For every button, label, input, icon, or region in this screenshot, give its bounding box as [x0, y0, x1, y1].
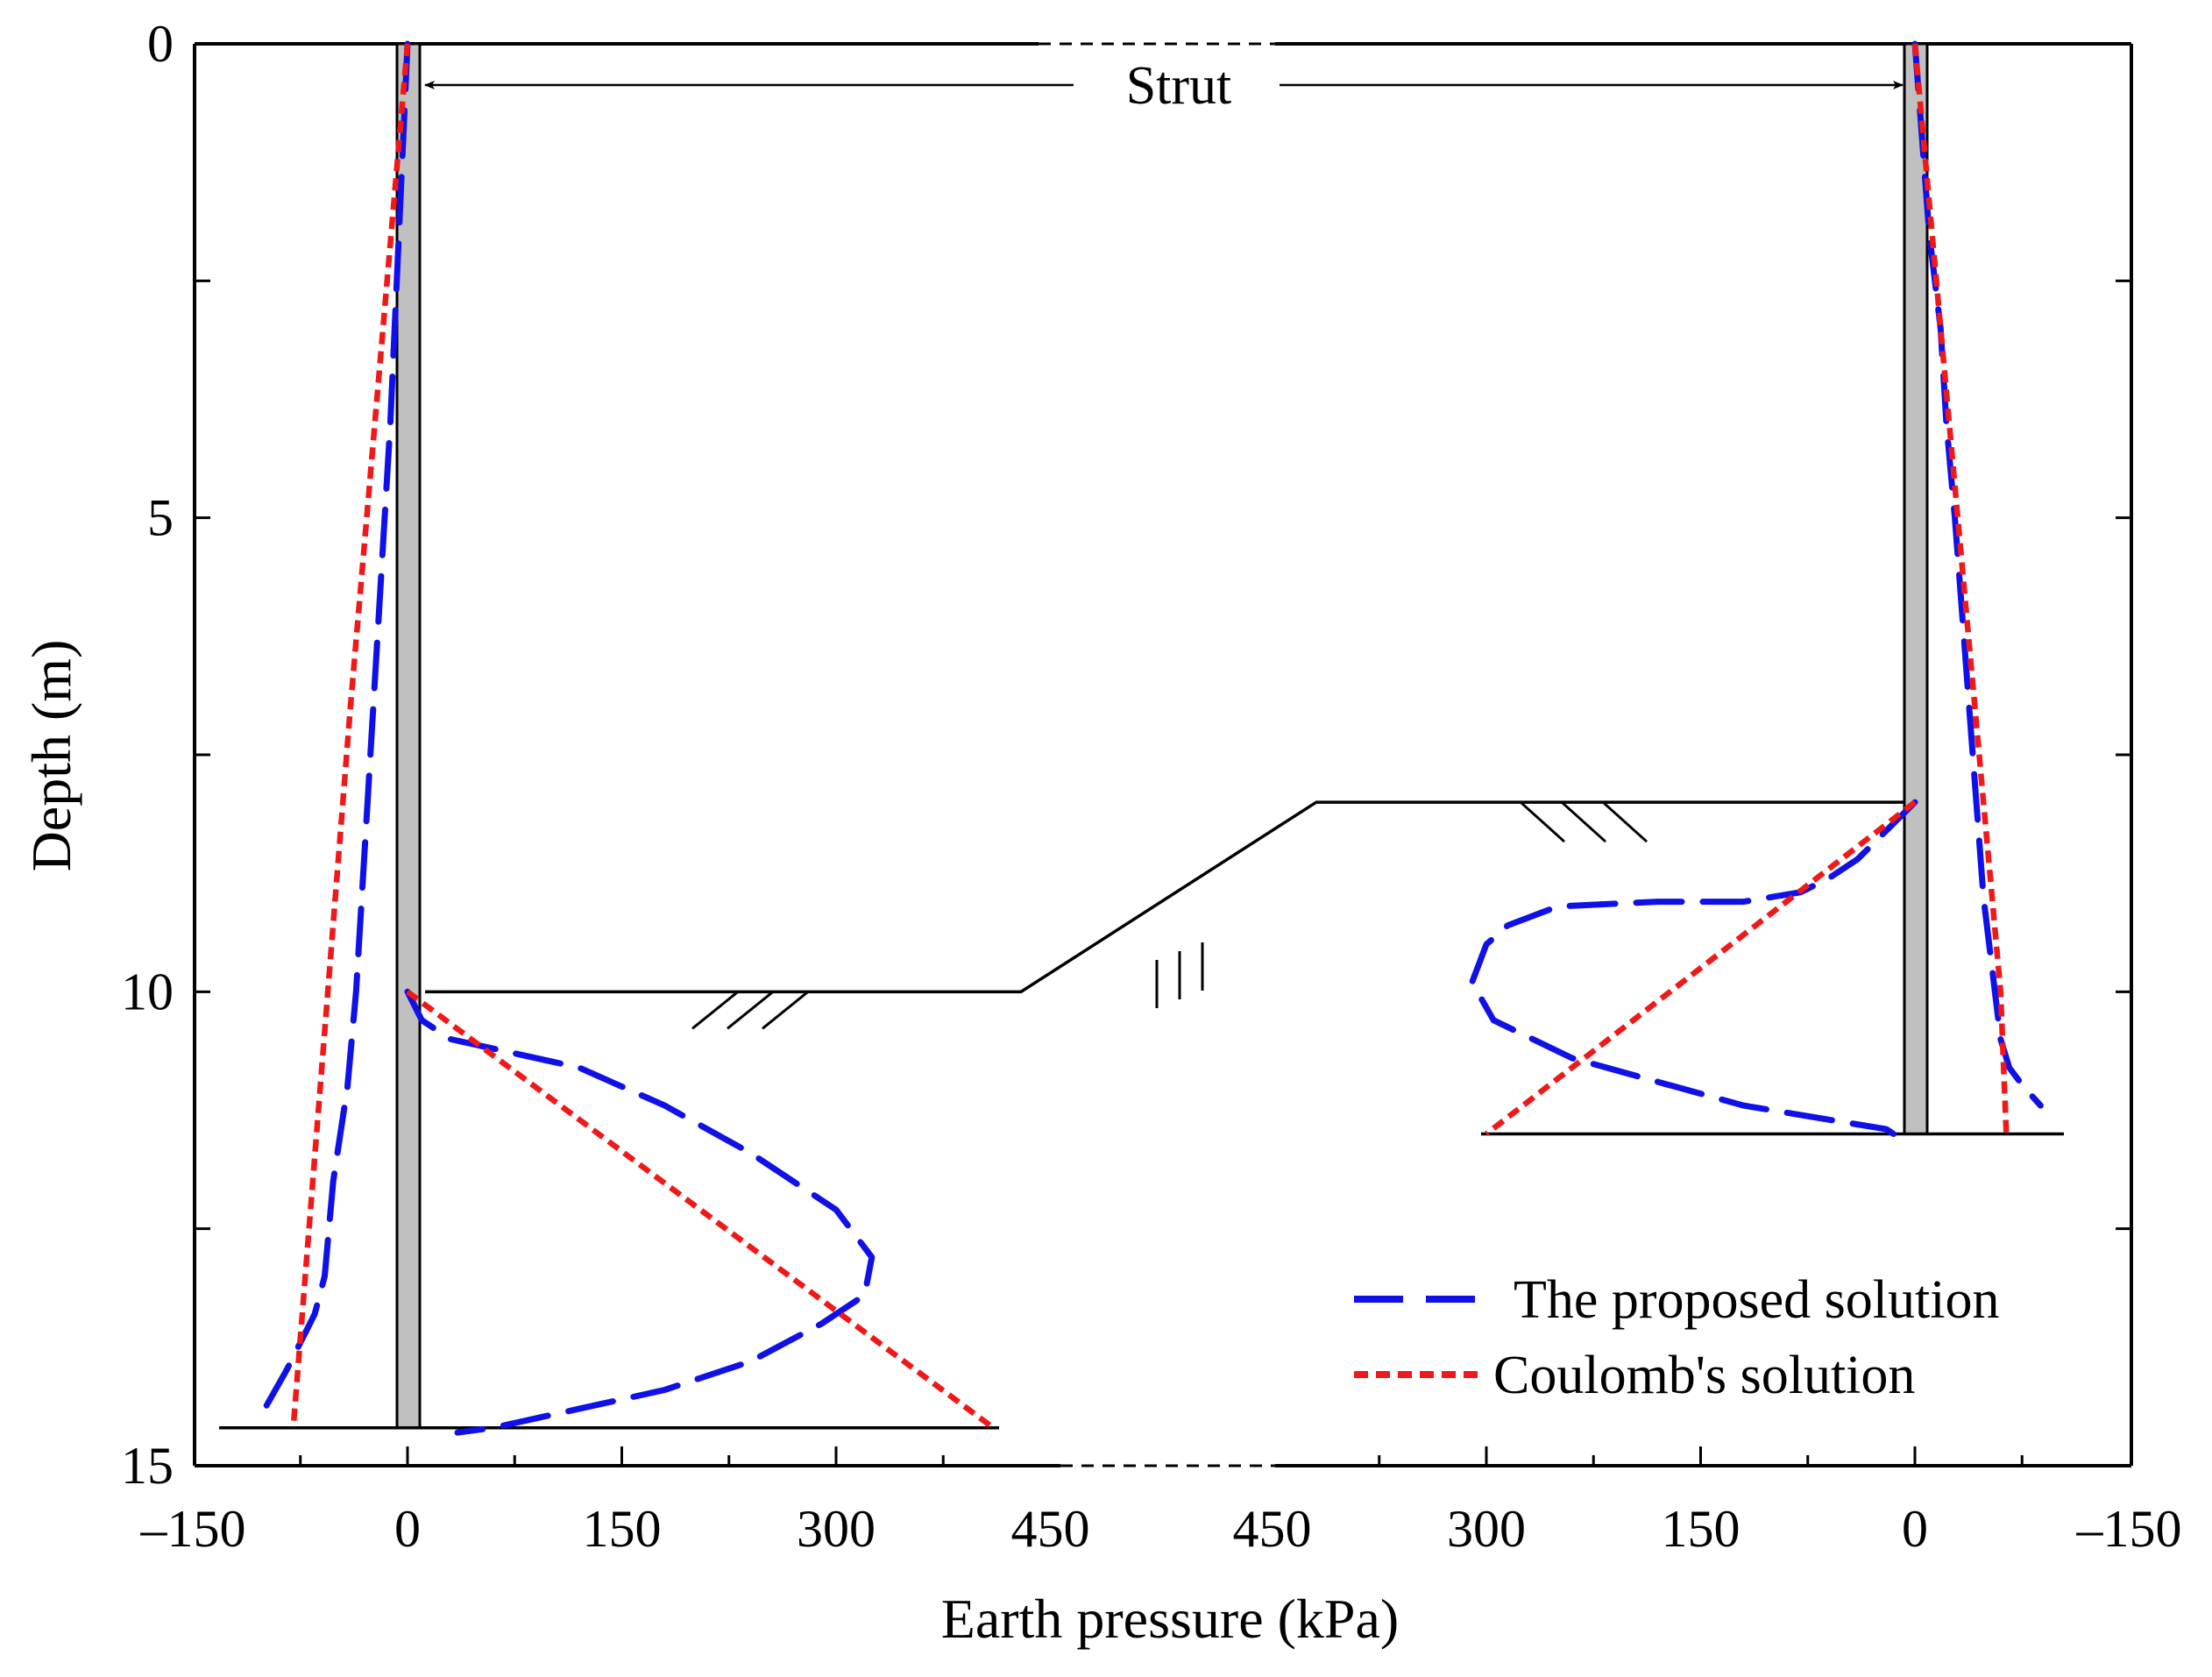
- x-tick-label: –150: [140, 1500, 246, 1558]
- ground-hatch-right-0: [1519, 800, 1566, 843]
- x-axis-title: Earth pressure (kPa): [941, 1588, 1399, 1650]
- plot-frame: [193, 42, 2133, 1467]
- ground-hatch-left-1: [727, 991, 774, 1030]
- x-tick-labels-right: 450 300 150 0 –150: [1233, 1500, 2182, 1558]
- legend-label-proposed: The proposed solution: [1514, 1270, 2000, 1330]
- coulomb-series-left-0: [290, 43, 411, 1428]
- x-tick-label: 150: [1662, 1500, 1741, 1558]
- x-tick-label: –150: [2076, 1500, 2182, 1558]
- x-tick-label: 150: [583, 1500, 662, 1558]
- retaining-walls: [395, 42, 1929, 1430]
- strut-label: Strut: [1126, 56, 1232, 116]
- ground-hatch-right-2: [1601, 800, 1648, 843]
- ground-surfaces: [219, 800, 2064, 1430]
- x-tick-label: 300: [797, 1500, 876, 1558]
- proposed-series-left-1: [404, 988, 876, 1436]
- x-tick-label: 450: [1011, 1500, 1090, 1558]
- legend-label-coulomb: Coulomb's solution: [1493, 1346, 1915, 1405]
- y-tick-labels: 0 5 10 15: [121, 15, 174, 1495]
- x-tick-label: 450: [1233, 1500, 1312, 1558]
- coulomb-series-left-1: [406, 989, 996, 1431]
- x-tick-label: 300: [1447, 1500, 1526, 1558]
- ground-hatch-left-0: [691, 991, 739, 1030]
- y-tick-label: 0: [147, 15, 174, 73]
- axis-gaps: [1039, 42, 1275, 1467]
- right-wall: [1903, 42, 1929, 1136]
- y-axis-title: Depth (m): [20, 640, 82, 872]
- ground-hatch-left-2: [762, 991, 809, 1030]
- proposed-series-right-1: [1469, 799, 1918, 1137]
- coulomb-series-right-1: [1485, 799, 1917, 1137]
- ground-hatch-right-1: [1560, 800, 1607, 843]
- y-tick-label: 15: [121, 1437, 174, 1495]
- y-tick-label: 10: [121, 963, 174, 1020]
- strut-annotation: Strut: [424, 56, 1904, 116]
- proposed-series-right-0: [1911, 40, 2044, 1109]
- x-tick-label: 0: [394, 1500, 421, 1558]
- coulomb-series-right-0: [1911, 43, 2010, 1134]
- axis-ticks: [195, 42, 2131, 1467]
- y-tick-label: 5: [147, 489, 174, 547]
- series-layer: [254, 40, 2044, 1436]
- x-tick-label: 0: [1902, 1500, 1928, 1558]
- proposed-series-left-0: [254, 40, 411, 1422]
- legend: The proposed solution Coulomb's solution: [1354, 1270, 2000, 1405]
- excavation-surface: [425, 800, 1904, 994]
- x-tick-labels-left: –150 0 150 300 450: [140, 1500, 1090, 1558]
